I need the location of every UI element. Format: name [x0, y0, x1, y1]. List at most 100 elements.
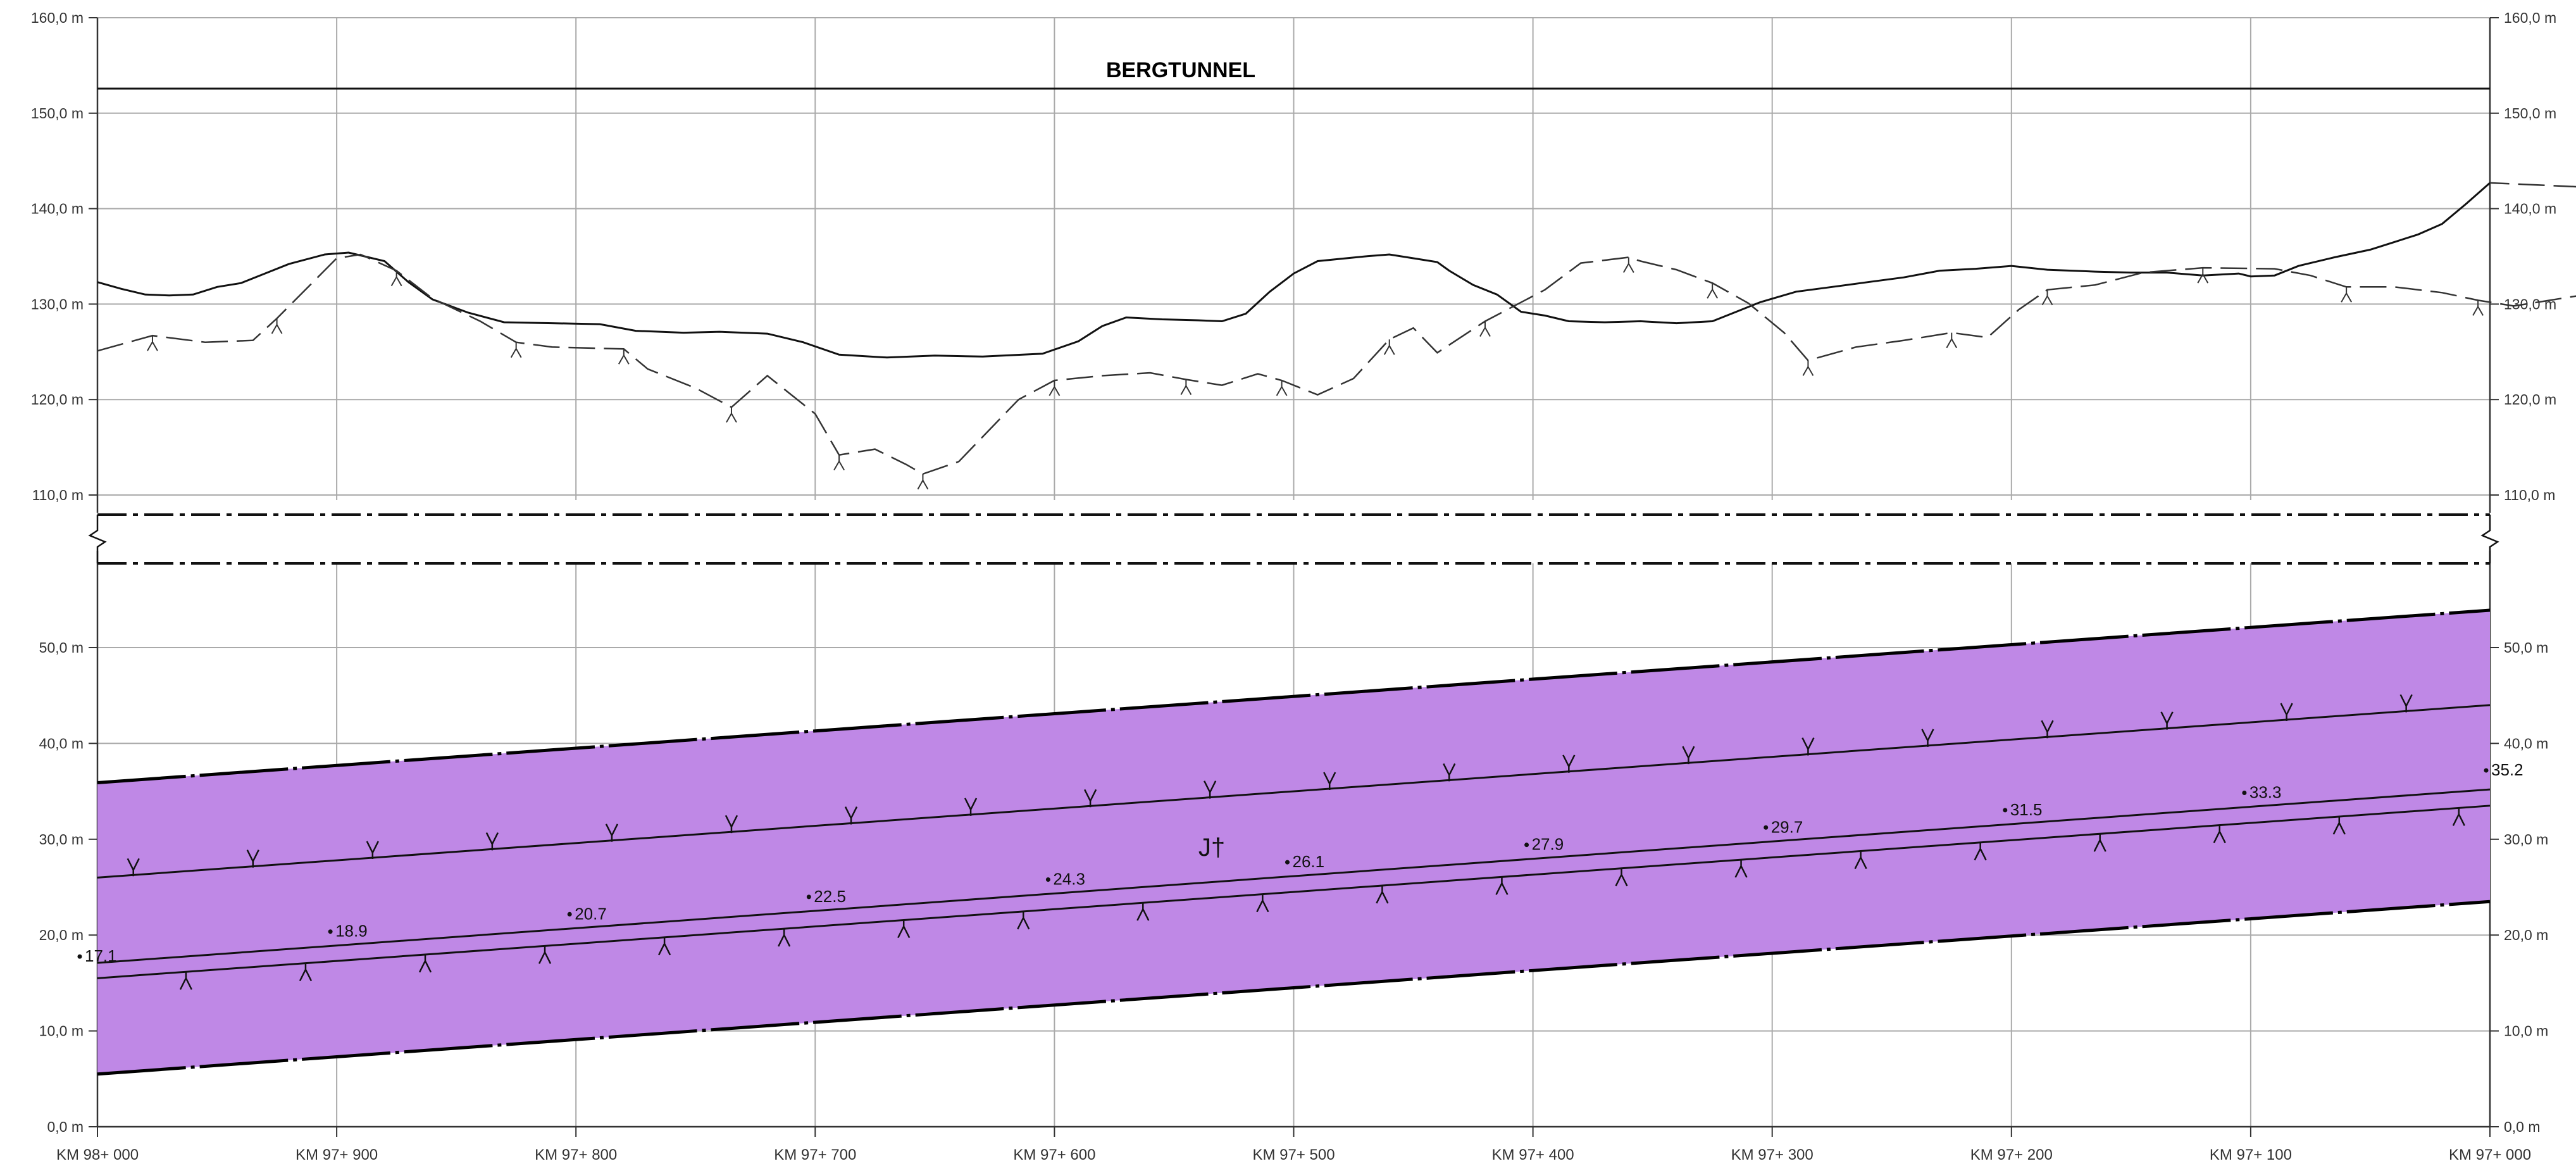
- geology-symbol: J†: [1198, 834, 1225, 862]
- elevation-label: 31.5: [2010, 800, 2043, 819]
- elevation-label: 26.1: [1293, 852, 1325, 871]
- rock-surface-line: [97, 182, 2576, 475]
- contact-tick-symbol: [2093, 834, 2106, 852]
- contact-tick-symbol: [2452, 808, 2465, 826]
- contact-tick-symbol: [485, 832, 499, 851]
- y-axis-left: 160,0 m 150,0 m 140,0 m 130,0 m 120,0 m 110,0…: [31, 9, 97, 1135]
- elevation-point: [328, 929, 333, 934]
- contact-tick-symbol: [1682, 746, 1695, 765]
- x-tick-label: KM 97+ 500: [1252, 1146, 1335, 1163]
- contact-tick-symbol: [1083, 789, 1097, 808]
- elevation-point: [1045, 877, 1050, 882]
- x-tick-label: KM 97+ 800: [535, 1146, 617, 1163]
- y-tick-label-right: 20,0 m: [2504, 927, 2548, 943]
- elevation-point: [1524, 843, 1529, 848]
- rock-surface-marker: [2472, 300, 2484, 316]
- x-axis-chainage: KM 98+ 000 KM 97+ 900 KM 97+ 800 KM 97+ 700…: [56, 1127, 2531, 1163]
- elevation-point: [77, 954, 82, 959]
- contact-tick-symbol: [1921, 729, 1934, 747]
- contact-tick-symbol: [897, 920, 911, 939]
- rock-band: [97, 608, 2491, 1076]
- y-tick-label-left: 10,0 m: [39, 1023, 84, 1039]
- elevation-point: [806, 894, 811, 900]
- rock-surface-marker: [726, 407, 737, 423]
- contact-tick-symbol: [2399, 694, 2413, 713]
- y-tick-label-left: 140,0 m: [31, 201, 84, 217]
- band-bottom-boundary: [97, 900, 2491, 1076]
- y-tick-label-right: 50,0 m: [2504, 639, 2548, 656]
- elevation-point: [2484, 768, 2489, 773]
- break-zigzag-right: [2480, 515, 2499, 563]
- contact-tick-symbol: [127, 858, 140, 877]
- elevation-point: [2003, 808, 2008, 813]
- rock-surface-marker: [1479, 321, 1491, 337]
- contact-tick-symbol: [2041, 720, 2054, 739]
- terrain-profile: [97, 182, 2576, 490]
- rock-surface-marker: [147, 335, 158, 351]
- y-tick-label-left: 40,0 m: [39, 735, 84, 751]
- y-tick-label-right: 40,0 m: [2504, 735, 2548, 751]
- rock-surface-marker: [2041, 289, 2053, 306]
- contact-tick-symbol: [366, 841, 379, 860]
- contact-tick-symbol: [1136, 903, 1150, 921]
- rock-surface-marker: [2197, 268, 2209, 284]
- y-tick-label-left: 150,0 m: [31, 105, 84, 122]
- contact-tick-symbol: [1495, 877, 1509, 895]
- rock-surface-marker: [1180, 379, 1192, 396]
- rock-surface-marker: [1802, 360, 1814, 376]
- y-tick-label-right: 150,0 m: [2504, 105, 2556, 122]
- elevation-point: [1764, 825, 1769, 830]
- ground-surface-line: [97, 182, 2491, 359]
- x-tick-label: KM 97+ 400: [1492, 1146, 1574, 1163]
- contact-tick-symbol: [1615, 868, 1628, 887]
- contact-tick-symbol: [179, 972, 193, 990]
- x-tick-label: KM 97+ 200: [1970, 1146, 2053, 1163]
- contact-tick-symbol: [2213, 825, 2226, 844]
- band-top-boundary: [97, 608, 2491, 784]
- upper-contact-line: [97, 704, 2491, 879]
- contact-tick-symbol: [2160, 712, 2174, 730]
- rock-surface-marker: [1707, 283, 1719, 299]
- rock-surface-marker: [917, 473, 929, 490]
- rock-band-fill: [97, 610, 2490, 1074]
- contact-tick-symbol: [1801, 737, 1815, 756]
- contact-tick-symbol: [1974, 842, 1987, 861]
- y-tick-label-right: 120,0 m: [2504, 391, 2556, 408]
- rock-surface-marker: [833, 454, 845, 471]
- contact-tick-symbol: [2280, 703, 2293, 721]
- elevation-label: 17.1: [85, 946, 117, 965]
- contact-tick-symbol: [2332, 816, 2346, 835]
- elevation-point: [2242, 790, 2247, 795]
- elevation-label: 29.7: [1771, 817, 1803, 836]
- rock-surface-marker: [2341, 287, 2353, 303]
- y-tick-label-left: 130,0 m: [31, 296, 84, 312]
- drawing-title: BERGTUNNEL: [1106, 58, 1255, 82]
- contact-tick-symbol: [1734, 860, 1748, 878]
- lower-contact-line: [97, 805, 2491, 979]
- x-tick-label: KM 97+ 300: [1731, 1146, 1814, 1163]
- rock-surface-marker: [271, 318, 283, 334]
- y-tick-label-right: 30,0 m: [2504, 831, 2548, 848]
- rock-surface-marker: [390, 270, 402, 287]
- contact-tick-symbol: [246, 849, 259, 868]
- elevation-label: 33.3: [2249, 782, 2282, 801]
- y-tick-label-right: 110,0 m: [2504, 487, 2555, 503]
- rock-surface-marker: [1946, 332, 1958, 349]
- elevation-labels: 17.1 18.9 20.7 22.5 24.3 26.1 27.9 29.7 31.5 33.3…: [77, 760, 2523, 965]
- y-tick-label-left: 160,0 m: [31, 9, 84, 26]
- rock-surface-marker: [618, 349, 630, 365]
- x-tick-label: KM 97+ 600: [1013, 1146, 1095, 1163]
- y-tick-label-right: 130,0 m: [2504, 296, 2556, 312]
- y-tick-label-left: 110,0 m: [32, 487, 84, 503]
- y-tick-label-right: 140,0 m: [2504, 201, 2556, 217]
- y-tick-label-left: 30,0 m: [39, 831, 84, 848]
- break-zigzag-left: [88, 515, 107, 563]
- elevation-label: 35.2: [2491, 760, 2523, 779]
- y-tick-label-right: 0,0 m: [2504, 1119, 2541, 1135]
- rock-surface-marker: [1383, 339, 1395, 355]
- contact-tick-symbol: [605, 824, 619, 842]
- contact-tick-symbol: [657, 937, 671, 956]
- contact-tick-symbol: [725, 815, 738, 834]
- contact-tick-symbol: [1256, 894, 1269, 913]
